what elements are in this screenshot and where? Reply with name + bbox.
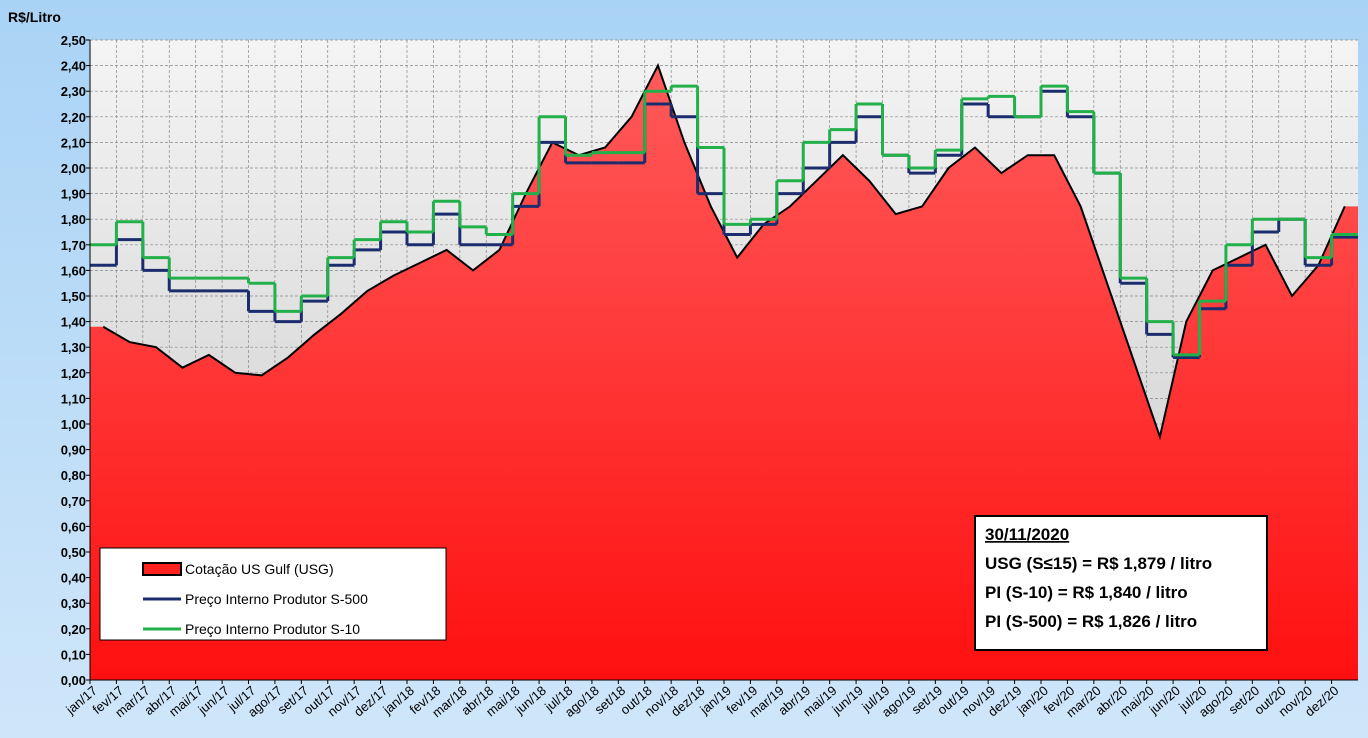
info-text: PI (S-10) = R$ 1,840 / litro	[985, 583, 1188, 602]
legend-swatch	[142, 562, 182, 576]
y-tick-label: 0,30	[61, 596, 86, 611]
info-box-frame	[974, 515, 1268, 651]
y-tick-label: 2,50	[61, 33, 86, 48]
y-axis-title: R$/Litro	[8, 9, 61, 25]
lines	[90, 63, 1358, 441]
y-tick-label: 0,70	[61, 494, 86, 509]
y-tick-label: 2,40	[61, 59, 86, 74]
y-tick-label: 1,50	[61, 289, 86, 304]
y-tick-label: 0,50	[61, 545, 86, 560]
info-text: USG (S≤15) = R$ 1,879 / litro	[985, 554, 1212, 573]
y-tick-label: 0,40	[61, 571, 86, 586]
info-box: 30/11/2020 USG (S≤15) = R$ 1,879 / litro P…	[974, 515, 1268, 651]
y-tick-label: 2,30	[61, 84, 86, 99]
y-tick-label: 1,10	[61, 391, 86, 406]
y-tick-label: 2,00	[61, 161, 86, 176]
y-tick-label: 1,00	[61, 417, 86, 432]
y-tick-label: 0,10	[61, 647, 86, 662]
legend: Cotação US Gulf (USG) Preço Interno Produ…	[99, 547, 447, 641]
legend-label: Preço Interno Produtor S-10	[185, 621, 360, 637]
y-tick-label: 0,90	[61, 443, 86, 458]
y-tick-label: 1,80	[61, 212, 86, 227]
y-tick-label: 0,80	[61, 468, 86, 483]
y-tick-label: 1,70	[61, 238, 86, 253]
y-tick-label: 0,00	[61, 673, 86, 688]
y-tick-label: 1,40	[61, 315, 86, 330]
y-tick-label: 1,20	[61, 366, 86, 381]
info-text: PI (S-500) = R$ 1,826 / litro	[985, 612, 1197, 631]
y-tick-label: 1,60	[61, 263, 86, 278]
y-tick-label: 1,90	[61, 187, 86, 202]
y-tick-label: 2,20	[61, 110, 86, 125]
y-tick-label: 2,10	[61, 135, 86, 150]
legend-label: Cotação US Gulf (USG)	[185, 561, 334, 577]
y-tick-label: 0,60	[61, 519, 86, 534]
info-text: 30/11/2020	[985, 525, 1069, 544]
y-tick-label: 1,30	[61, 340, 86, 355]
y-tick-label: 0,20	[61, 622, 86, 637]
legend-label: Preço Interno Produtor S-500	[185, 591, 368, 607]
